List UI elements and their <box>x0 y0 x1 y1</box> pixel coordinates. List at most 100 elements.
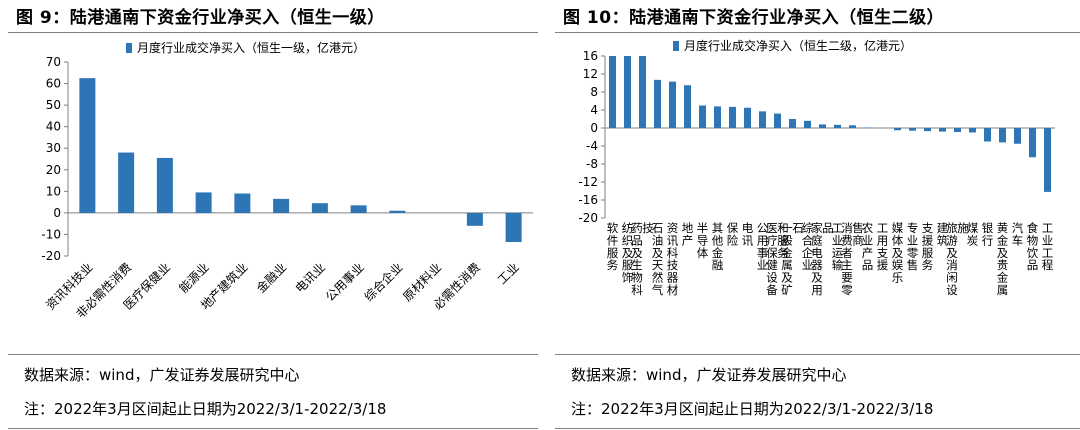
x-category-char: 金 <box>997 271 1009 285</box>
x-category-label: 能源业 <box>176 260 211 295</box>
source-note: 数据来源：wind，广发证券发展研究中心 <box>571 366 847 384</box>
y-tick-label: 30 <box>46 141 61 155</box>
x-category-char: 炭 <box>967 233 979 247</box>
x-category-char: 媒 <box>892 221 904 235</box>
y-tick-label: 0 <box>590 121 598 135</box>
x-category-char: 汽 <box>1012 221 1024 235</box>
x-category-char: 电 <box>811 246 823 260</box>
x-category-char: 务 <box>777 246 789 260</box>
x-category-char: 品 <box>1027 258 1039 272</box>
bottom-rule <box>555 428 1080 429</box>
x-category-char: 属 <box>997 283 1009 297</box>
x-category-char: 输 <box>832 258 844 272</box>
x-category-label: 保险 <box>727 221 739 247</box>
legend-swatch <box>126 43 132 53</box>
bar <box>1014 128 1021 144</box>
x-category-char: 和 <box>777 221 789 235</box>
x-category-label: 综合企业 <box>802 221 814 272</box>
middle-rule <box>555 354 1080 355</box>
x-category-char: 及 <box>631 246 643 260</box>
bar <box>774 113 781 128</box>
x-category-char: 施 <box>957 221 969 235</box>
x-category-char: 农 <box>862 221 874 235</box>
x-category-char: 售 <box>907 258 919 272</box>
x-category-char: 织 <box>622 233 634 247</box>
x-category-char: 体 <box>697 246 709 260</box>
x-category-char: 用 <box>757 233 769 247</box>
x-category-char: 讯 <box>667 233 679 247</box>
x-category-char: 及 <box>781 271 793 285</box>
x-category-char: 业 <box>1042 233 1054 247</box>
x-category-char: 讯 <box>742 233 754 247</box>
y-tick-label: -20 <box>578 211 598 225</box>
legend: 月度行业成交净买入（恒生一级，亿港元） <box>126 40 365 55</box>
top-rule <box>8 32 538 33</box>
x-category-char: 零 <box>907 246 919 260</box>
x-category-char: 主 <box>841 258 853 272</box>
x-category-char: 程 <box>1042 258 1054 272</box>
x-category-char: 生 <box>631 258 643 272</box>
y-tick-label: 8 <box>590 85 598 99</box>
x-category-char: 油 <box>652 233 664 247</box>
x-category-char: 品 <box>862 258 874 272</box>
x-category-char: 医 <box>766 221 778 235</box>
x-category-label: 工业 <box>495 260 522 287</box>
x-category-char: 零 <box>841 283 853 297</box>
x-category-char: 工 <box>832 221 844 235</box>
x-category-label: 半导体 <box>697 221 709 260</box>
x-category-char: 专 <box>907 221 919 235</box>
bar <box>350 205 367 213</box>
x-category-char: 保 <box>766 246 778 260</box>
x-category-label: 电讯 <box>742 221 754 247</box>
x-category-char: 旅 <box>946 221 958 235</box>
x-category-char: 要 <box>841 271 853 285</box>
x-category-char: 及 <box>997 246 1009 260</box>
bar <box>729 106 736 128</box>
x-category-char: 业 <box>802 258 814 272</box>
x-category-char: 商 <box>852 233 864 247</box>
bar <box>669 81 676 128</box>
x-category-char: 庭 <box>811 233 823 247</box>
x-category-char: 用 <box>811 283 823 297</box>
x-category-char: 售 <box>852 221 864 235</box>
x-category-char: 务 <box>607 258 619 272</box>
bar <box>954 128 961 133</box>
x-category-char: 游 <box>946 233 958 247</box>
bar <box>939 128 946 132</box>
bar <box>819 124 826 128</box>
x-category-char: 消 <box>946 258 958 272</box>
y-tick-label: 50 <box>46 98 61 112</box>
x-category-char: 企 <box>802 246 814 260</box>
x-category-char: 技 <box>642 221 654 235</box>
x-category-char: 物 <box>1027 233 1039 247</box>
x-category-char: 产 <box>682 233 694 247</box>
middle-rule <box>8 354 538 355</box>
x-category-char: 工 <box>1042 246 1054 260</box>
figure-title: 图 9：陆港通南下资金行业净买入（恒生一级） <box>16 8 385 28</box>
legend-swatch <box>673 41 679 51</box>
x-category-char: 体 <box>892 233 904 247</box>
chart-panel-2: 图 10：陆港通南下资金行业净买入（恒生二级） 月度行业成交净买入（恒生二级，亿… <box>555 0 1080 430</box>
x-category-char: 公 <box>757 221 769 235</box>
bar <box>195 192 212 213</box>
bar <box>804 120 811 128</box>
bar <box>234 193 251 213</box>
x-category-char: 品 <box>631 233 643 247</box>
x-category-char: 一 <box>781 221 793 235</box>
x-category-char: 消 <box>841 221 853 235</box>
date-range-note: 注：2022年3月区间起止日期为2022/3/1-2022/3/18 <box>24 400 387 418</box>
x-category-char: 业 <box>907 233 919 247</box>
x-category-char: 地 <box>682 221 694 235</box>
x-category-char: 气 <box>652 283 664 297</box>
x-category-char: 务 <box>922 258 934 272</box>
x-category-char: 科 <box>667 246 679 260</box>
bar <box>909 128 916 131</box>
x-category-char: 业 <box>757 258 769 272</box>
x-category-char: 器 <box>667 271 679 285</box>
bar <box>505 212 522 242</box>
